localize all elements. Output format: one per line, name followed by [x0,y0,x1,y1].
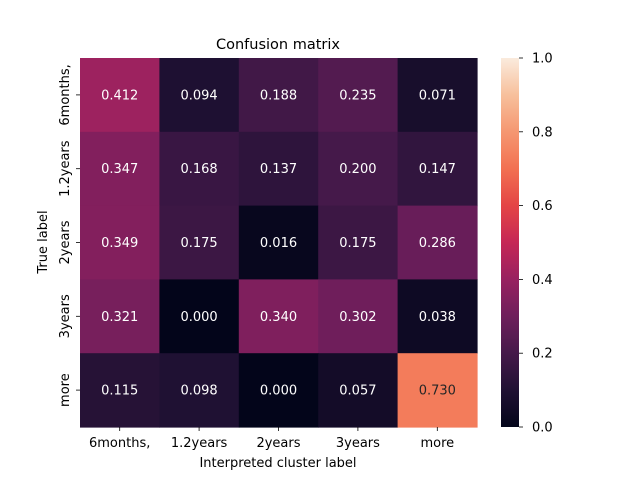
cell-value-label: 0.094 [180,88,217,103]
cell-value-label: 0.321 [101,310,138,325]
colorbar-tick-label: 0.2 [532,347,553,362]
heatmap-cell [318,205,399,280]
heatmap-cell [80,353,160,428]
cell-value-label: 0.412 [101,88,138,103]
heatmap-cell [159,58,240,133]
y-axis-label: True label [36,210,51,274]
heatmap-cell [397,131,478,207]
x-axis-label: Interpreted cluster label [199,456,356,471]
heatmap-cell [80,205,160,280]
cell-value-label: 0.235 [339,88,376,103]
cell-value-label: 0.038 [419,310,456,325]
heatmap-cell [159,353,240,428]
heatmap-cell [318,279,399,354]
cell-value-label: 0.168 [180,162,217,177]
y-axis-ticks: 6months, 1.2years 2years 3years more [58,64,80,407]
heatmap-cell [397,205,478,280]
cell-value-label: 0.071 [419,88,456,103]
cell-value-label: 0.115 [101,384,138,399]
y-tick-label: 3years [58,294,73,338]
y-tick-label: 6months, [58,64,73,125]
cell-value-label: 0.302 [339,310,376,325]
heatmap-cell [159,279,240,354]
heatmap-cell [80,131,160,207]
cell-value-label: 0.000 [180,310,217,325]
cell-value-label: 0.137 [260,162,297,177]
heatmap-cell [397,279,478,354]
heatmap-cell [238,131,319,207]
cell-value-label: 0.057 [339,384,376,399]
heatmap-cell [318,131,399,207]
heatmap-cell [238,279,319,354]
heatmap-cell [238,58,319,133]
y-tick-label: 2years [58,220,73,264]
heatmap-cell [397,58,478,133]
cell-value-label: 0.000 [260,384,297,399]
cell-value-label: 0.016 [260,236,297,251]
heatmap-cells: 0.412 0.094 0.188 0.235 0.071 0.347 0.168 0.137… [80,58,478,428]
colorbar-tick-label: 0.8 [532,125,553,140]
cell-value-label: 0.098 [180,384,217,399]
cell-value-label: 0.175 [339,236,376,251]
cell-value-label: 0.340 [260,310,297,325]
colorbar-gradient [501,58,519,427]
cell-value-label: 0.200 [339,162,376,177]
cell-value-label: 0.347 [101,162,138,177]
x-tick-label: 1.2years [171,436,228,451]
colorbar-tick-label: 0.6 [532,199,553,214]
colorbar-tick-label: 0.4 [532,273,553,288]
y-tick-label: 1.2years [58,140,73,197]
chart-title: Confusion matrix [216,37,340,53]
heatmap-cell [159,205,240,280]
heatmap-cell [159,131,240,207]
y-tick-label: more [58,373,73,407]
cell-value-label: 0.730 [419,384,456,399]
x-tick-label: more [420,436,454,451]
cell-value-label: 0.188 [260,88,297,103]
heatmap-cell [397,353,478,428]
heatmap-cell [318,58,399,133]
colorbar-tick-label: 0.0 [532,421,553,436]
colorbar-tick-label: 1.0 [532,52,553,67]
heatmap-cell [238,353,319,428]
x-tick-label: 6months, [89,436,150,451]
heatmap-cell [318,353,399,428]
x-tick-label: 2years [256,436,300,451]
x-tick-label: 3years [336,436,380,451]
heatmap-cell [80,279,160,354]
cell-value-label: 0.349 [101,236,138,251]
cell-value-label: 0.147 [419,162,456,177]
cell-value-label: 0.175 [180,236,217,251]
cell-value-label: 0.286 [419,236,456,251]
x-axis-ticks: 6months, 1.2years 2years 3years more [89,427,454,451]
heatmap-cell [80,58,160,133]
heatmap-cell [238,205,319,280]
colorbar: 0.0 0.2 0.4 0.6 0.8 1.0 [501,52,553,436]
